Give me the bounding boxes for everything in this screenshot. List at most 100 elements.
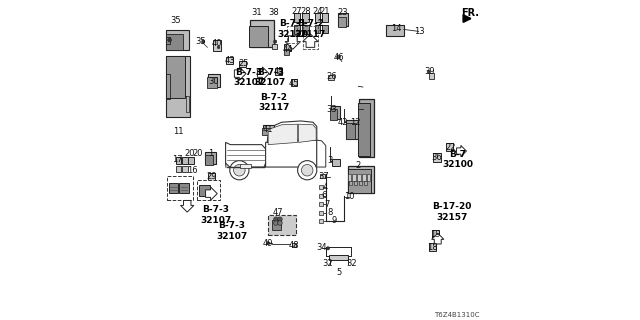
FancyBboxPatch shape [348, 166, 374, 193]
FancyBboxPatch shape [272, 44, 278, 49]
FancyBboxPatch shape [205, 155, 213, 165]
FancyBboxPatch shape [262, 125, 274, 134]
FancyBboxPatch shape [198, 185, 210, 196]
FancyBboxPatch shape [338, 17, 346, 27]
FancyBboxPatch shape [386, 25, 404, 36]
FancyBboxPatch shape [429, 73, 434, 79]
Text: 31: 31 [252, 8, 262, 17]
FancyBboxPatch shape [250, 20, 275, 47]
Text: B-7-1
32120: B-7-1 32120 [277, 19, 308, 39]
FancyBboxPatch shape [268, 215, 296, 235]
Text: 39: 39 [424, 68, 435, 76]
FancyBboxPatch shape [189, 157, 195, 164]
Polygon shape [205, 187, 217, 200]
FancyBboxPatch shape [358, 103, 370, 156]
FancyBboxPatch shape [322, 25, 328, 33]
FancyBboxPatch shape [319, 219, 323, 223]
Text: B-7-3
32107: B-7-3 32107 [216, 221, 248, 241]
Text: 3: 3 [328, 156, 333, 165]
Polygon shape [180, 200, 194, 212]
Polygon shape [226, 142, 266, 167]
FancyBboxPatch shape [182, 166, 188, 172]
Polygon shape [268, 121, 317, 142]
FancyBboxPatch shape [284, 44, 291, 51]
FancyBboxPatch shape [294, 25, 300, 34]
Circle shape [230, 161, 249, 180]
Circle shape [337, 55, 340, 59]
FancyBboxPatch shape [273, 220, 282, 230]
Text: 2: 2 [355, 161, 360, 170]
FancyBboxPatch shape [433, 230, 440, 238]
Text: B-7-2
32117: B-7-2 32117 [258, 93, 289, 112]
FancyBboxPatch shape [328, 75, 334, 80]
Text: 21: 21 [319, 7, 330, 16]
FancyBboxPatch shape [262, 128, 271, 135]
FancyBboxPatch shape [302, 25, 309, 34]
Text: 37: 37 [318, 172, 328, 181]
Polygon shape [285, 36, 301, 49]
FancyBboxPatch shape [359, 181, 362, 185]
Polygon shape [268, 124, 298, 145]
Text: 13: 13 [414, 28, 424, 36]
FancyBboxPatch shape [166, 56, 189, 117]
FancyBboxPatch shape [330, 109, 337, 120]
FancyBboxPatch shape [292, 243, 296, 247]
Text: 10: 10 [344, 192, 355, 201]
Text: 46: 46 [334, 53, 344, 62]
Text: B-17-20
32157: B-17-20 32157 [432, 202, 472, 222]
Text: 22: 22 [445, 143, 456, 152]
Text: 18: 18 [428, 243, 438, 252]
Circle shape [298, 161, 317, 180]
Text: 4: 4 [323, 183, 328, 192]
FancyBboxPatch shape [338, 13, 348, 26]
Text: 17: 17 [172, 156, 183, 164]
FancyBboxPatch shape [182, 157, 188, 164]
FancyBboxPatch shape [367, 174, 371, 181]
Polygon shape [266, 138, 317, 167]
Text: 11: 11 [173, 127, 184, 136]
Text: 40: 40 [212, 39, 222, 48]
Text: 20: 20 [193, 149, 203, 158]
Text: 25: 25 [238, 60, 248, 68]
FancyBboxPatch shape [319, 194, 323, 198]
Text: 29: 29 [207, 172, 217, 181]
Polygon shape [431, 233, 444, 244]
Text: T6Z4B1310C: T6Z4B1310C [434, 312, 479, 318]
FancyBboxPatch shape [346, 123, 355, 139]
Text: 16: 16 [187, 166, 197, 175]
FancyBboxPatch shape [319, 211, 323, 215]
Circle shape [274, 217, 278, 221]
Text: 43: 43 [225, 56, 235, 65]
Text: 7: 7 [324, 200, 330, 209]
Text: 36: 36 [431, 153, 442, 162]
Text: 26: 26 [326, 72, 337, 81]
Text: B-7-3
32107: B-7-3 32107 [234, 68, 264, 87]
FancyBboxPatch shape [322, 13, 328, 22]
Polygon shape [456, 145, 467, 157]
FancyBboxPatch shape [319, 202, 323, 206]
FancyBboxPatch shape [175, 157, 182, 164]
FancyBboxPatch shape [169, 183, 178, 193]
FancyBboxPatch shape [166, 34, 183, 50]
FancyBboxPatch shape [319, 185, 323, 189]
Circle shape [202, 40, 205, 43]
FancyBboxPatch shape [364, 181, 367, 185]
Text: 48: 48 [289, 241, 299, 250]
FancyBboxPatch shape [166, 30, 189, 50]
FancyBboxPatch shape [205, 152, 216, 164]
Text: 14: 14 [391, 24, 401, 33]
Polygon shape [317, 140, 326, 167]
Text: 24: 24 [312, 7, 323, 16]
Text: FR.: FR. [461, 8, 479, 18]
Text: 35: 35 [170, 16, 180, 25]
FancyBboxPatch shape [315, 13, 321, 22]
FancyBboxPatch shape [333, 159, 339, 166]
FancyBboxPatch shape [227, 57, 234, 64]
FancyBboxPatch shape [362, 174, 365, 181]
Polygon shape [257, 67, 269, 80]
Text: 30: 30 [209, 77, 219, 86]
Text: B-7-2
32117: B-7-2 32117 [294, 19, 326, 39]
Circle shape [234, 164, 245, 176]
Text: 44: 44 [283, 45, 293, 54]
Text: 28: 28 [300, 7, 311, 16]
